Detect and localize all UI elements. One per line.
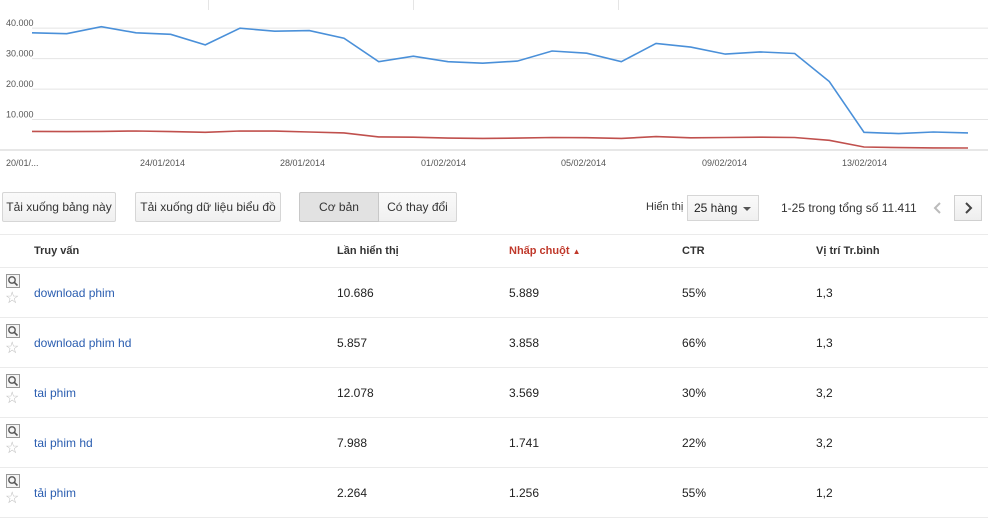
header-query[interactable]: Truy vấn: [34, 245, 80, 257]
table-row: ☆ tai phim 12.078 3.569 30% 3,2: [0, 368, 988, 418]
top-tab-strip: [0, 0, 1000, 10]
tab-changes[interactable]: Có thay đổi: [379, 192, 457, 222]
queries-table: Truy vấn Lần hiển thị Nhấp chuột ▲ CTR V…: [0, 234, 988, 518]
clicks-value: 3.858: [509, 336, 540, 350]
x-tick-label: 28/01/2014: [280, 158, 325, 168]
table-body: ☆ download phim 10.686 5.889 55% 1,3 ☆ download…: [0, 268, 988, 518]
x-tick-label: 13/02/2014: [842, 158, 887, 168]
query-link[interactable]: tai phim hd: [34, 436, 93, 450]
star-icon[interactable]: ☆: [5, 390, 20, 407]
ctr-value: 22%: [682, 436, 707, 450]
header-clicks-label: Nhấp chuột: [509, 245, 570, 257]
chevron-right-icon: [965, 202, 973, 214]
tab-separator: [413, 0, 414, 10]
impressions-value: 10.686: [337, 286, 374, 300]
x-tick-label: 01/02/2014: [421, 158, 466, 168]
table-row: ☆ tai phim hd 7.988 1.741 22% 3,2: [0, 418, 988, 468]
star-icon[interactable]: ☆: [5, 490, 20, 507]
table-header: Truy vấn Lần hiển thị Nhấp chuột ▲ CTR V…: [0, 234, 988, 268]
next-page-button[interactable]: [954, 195, 982, 221]
header-position[interactable]: Vị trí Tr.bình: [816, 245, 880, 257]
impressions-value: 7.988: [337, 436, 368, 450]
line-chart: 40.000 30.000 20.000 10.000 20/01/... 24/01/2…: [0, 18, 988, 168]
previous-page-button[interactable]: [924, 195, 952, 221]
chevron-left-icon: [933, 202, 941, 214]
series-line: [31, 130, 969, 149]
ctr-value: 55%: [682, 286, 707, 300]
impressions-value: 5.857: [337, 336, 368, 350]
header-ctr[interactable]: CTR: [682, 245, 705, 257]
table-row: ☆ download phim 10.686 5.889 55% 1,3: [0, 268, 988, 318]
x-tick-label: 09/02/2014: [702, 158, 747, 168]
tab-basic[interactable]: Cơ bản: [299, 192, 379, 222]
query-link[interactable]: tải phim: [34, 486, 77, 500]
clicks-value: 1.256: [509, 486, 540, 500]
impressions-value: 12.078: [337, 386, 374, 400]
position-value: 3,2: [816, 436, 833, 450]
series-line: [31, 25, 969, 135]
x-tick-label: 20/01/...: [6, 158, 39, 168]
magnifier-icon[interactable]: [6, 324, 20, 338]
clicks-value: 1.741: [509, 436, 540, 450]
magnifier-icon[interactable]: [6, 374, 20, 388]
y-tick-label: 20.000: [6, 79, 34, 89]
impressions-value: 2.264: [337, 486, 368, 500]
magnifier-icon[interactable]: [6, 424, 20, 438]
table-row: ☆ tải phim 2.264 1.256 55% 1,2: [0, 468, 988, 518]
show-rows-label: Hiển thị: [646, 201, 684, 213]
chevron-down-icon: [743, 207, 751, 211]
ctr-value: 66%: [682, 336, 707, 350]
ctr-value: 55%: [682, 486, 707, 500]
tab-separator: [208, 0, 209, 10]
query-link[interactable]: download phim hd: [34, 336, 132, 350]
sort-asc-icon: ▲: [572, 247, 581, 256]
header-clicks[interactable]: Nhấp chuột ▲: [509, 245, 580, 257]
pagination-range: 1-25 trong tổng số 11.411: [781, 201, 917, 215]
rows-per-page-value: 25 hàng: [694, 201, 738, 215]
rows-per-page-select[interactable]: 25 hàng: [687, 195, 759, 221]
position-value: 1,2: [816, 486, 833, 500]
position-value: 1,3: [816, 336, 833, 350]
x-tick-label: 24/01/2014: [140, 158, 185, 168]
star-icon[interactable]: ☆: [5, 440, 20, 457]
y-tick-label: 10.000: [6, 110, 34, 120]
download-chart-data-button[interactable]: Tải xuống dữ liệu biểu đồ: [135, 192, 281, 222]
y-tick-label: 30.000: [6, 49, 34, 59]
star-icon[interactable]: ☆: [5, 340, 20, 357]
position-value: 1,3: [816, 286, 833, 300]
y-tick-label: 40.000: [6, 18, 34, 28]
header-impressions[interactable]: Lần hiển thị: [337, 245, 399, 257]
tab-separator: [618, 0, 619, 10]
clicks-value: 3.569: [509, 386, 540, 400]
x-tick-label: 05/02/2014: [561, 158, 606, 168]
download-table-button[interactable]: Tải xuống bảng này: [2, 192, 116, 222]
query-link[interactable]: download phim: [34, 286, 115, 300]
table-row: ☆ download phim hd 5.857 3.858 66% 1,3: [0, 318, 988, 368]
ctr-value: 30%: [682, 386, 707, 400]
position-value: 3,2: [816, 386, 833, 400]
query-link[interactable]: tai phim: [34, 386, 77, 400]
magnifier-icon[interactable]: [6, 474, 20, 488]
magnifier-icon[interactable]: [6, 274, 20, 288]
star-icon[interactable]: ☆: [5, 290, 20, 307]
toolbar: Tải xuống bảng này Tải xuống dữ liệu biể…: [0, 192, 1000, 226]
clicks-value: 5.889: [509, 286, 540, 300]
